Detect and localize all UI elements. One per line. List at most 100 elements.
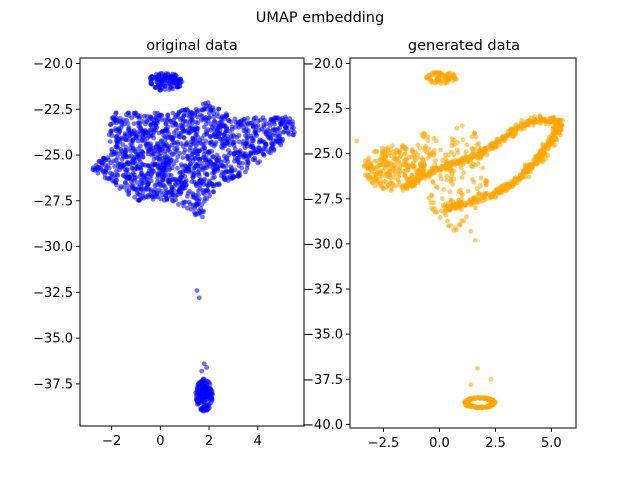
scatter-point [110, 178, 116, 184]
scatter-point [206, 149, 212, 154]
scatter-point [123, 169, 129, 175]
x-tick-label: 4 [254, 434, 262, 449]
scatter-point [166, 145, 171, 151]
scatter-point [466, 156, 472, 161]
x-tick-label: 5.0 [541, 436, 562, 451]
scatter-point [151, 135, 157, 141]
scatter-point [520, 170, 526, 176]
scatter-point [232, 167, 238, 173]
scatter-point [212, 142, 218, 147]
scatter-point [185, 130, 191, 136]
scatter-point [204, 365, 210, 370]
scatter-point [444, 167, 449, 173]
scatter-point [528, 162, 534, 167]
scatter-point [458, 187, 463, 193]
y-tick-label: −32.5 [303, 283, 343, 298]
scatter-point [176, 202, 181, 207]
scatter-point [129, 142, 135, 148]
scatter-point [464, 142, 470, 148]
scatter-point [256, 145, 261, 151]
scatter-point [455, 140, 460, 145]
scatter-point [126, 154, 132, 160]
scatter-point [209, 396, 215, 402]
scatter-point [195, 402, 200, 407]
scatter-point [181, 150, 187, 156]
scatter-point [150, 168, 156, 174]
scatter-point [122, 180, 128, 186]
scatter-point [194, 132, 199, 137]
scatter-point [526, 122, 532, 128]
scatter-point [241, 152, 247, 158]
scatter-point [228, 133, 234, 139]
scatter-point [138, 196, 144, 202]
scatter-point [121, 163, 126, 169]
scatter-point [505, 181, 511, 187]
scatter-point [537, 148, 543, 154]
scatter-point [371, 149, 377, 155]
scatter-point [112, 164, 117, 169]
scatter-point [156, 157, 162, 163]
scatter-point [198, 397, 204, 403]
scatter-point [119, 119, 125, 125]
scatter-point [163, 134, 168, 140]
scatter-point [369, 180, 375, 186]
scatter-point [415, 142, 421, 148]
scatter-point [425, 134, 431, 140]
scatter-point [144, 182, 150, 188]
scatter-point [471, 130, 477, 136]
scatter-point [253, 130, 259, 136]
scatter-point [140, 190, 146, 196]
y-tick-label: −27.5 [303, 192, 343, 207]
scatter-point [386, 182, 391, 188]
scatter-point [138, 143, 143, 149]
scatter-point [148, 178, 154, 184]
scatter-point [149, 194, 155, 199]
scatter-point [248, 133, 254, 139]
scatter-point [552, 127, 558, 133]
scatter-point [390, 168, 396, 174]
scatter-point [125, 137, 131, 143]
scatter-point [533, 117, 538, 123]
scatter-point [116, 126, 122, 131]
scatter-point [210, 133, 216, 138]
y-tick-label: −22.5 [303, 102, 343, 117]
scatter-point [518, 123, 523, 129]
scatter-point [135, 180, 140, 185]
scatter-point [225, 159, 231, 165]
scatter-point [462, 399, 467, 405]
y-tick-label: −30.0 [33, 240, 73, 255]
scatter-point [488, 194, 494, 199]
scatter-point [263, 141, 269, 147]
scatter-point [201, 141, 207, 147]
scatter-point [539, 154, 545, 160]
scatter-point [201, 182, 207, 187]
scatter-point [175, 125, 181, 131]
scatter-point [181, 128, 187, 134]
scatter-point [173, 197, 179, 203]
scatter-point [272, 121, 277, 127]
scatter-point [556, 117, 561, 123]
scatter-point [131, 131, 137, 137]
scatter-point [511, 133, 517, 139]
scatter-point [205, 100, 211, 106]
scatter-point [251, 116, 257, 121]
scatter-points-generated [354, 69, 566, 411]
x-tick-label: 2.5 [485, 436, 506, 451]
scatter-point [179, 162, 184, 168]
scatter-point [262, 117, 267, 123]
scatter-point [452, 160, 457, 166]
scatter-point [148, 121, 154, 127]
scatter-point [131, 121, 137, 126]
scatter-point [439, 176, 444, 182]
scatter-point [187, 202, 193, 207]
scatter-point [277, 126, 282, 131]
scatter-point [159, 189, 164, 194]
scatter-point [249, 150, 254, 156]
scatter-point [454, 125, 460, 131]
scatter-point [537, 113, 543, 119]
scatter-point [404, 146, 409, 152]
scatter-point [95, 170, 101, 176]
scatter-point [415, 155, 420, 161]
scatter-point [175, 189, 181, 195]
scatter-point [475, 161, 481, 167]
